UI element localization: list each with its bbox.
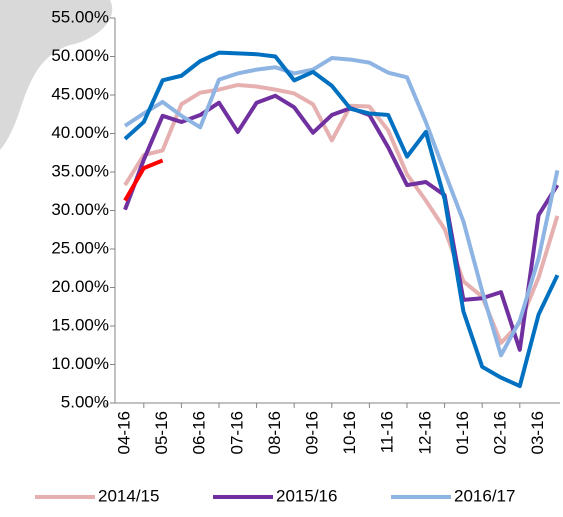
background-shape [0, 0, 113, 150]
x-tick-label: 08-16 [265, 411, 284, 454]
x-tick-label: 12-16 [415, 411, 434, 454]
legend-label: 2016/17 [454, 486, 515, 505]
series-line [123, 93, 560, 352]
x-tick-label: 03-16 [528, 411, 547, 454]
legend-label: 2014/15 [98, 486, 159, 505]
x-tick-label: 07-16 [227, 411, 246, 454]
y-tick-label: 30.00% [51, 200, 109, 219]
x-tick-label: 06-16 [190, 411, 209, 454]
x-tick-label: 11-16 [378, 411, 397, 453]
x-tick-label: 04-16 [114, 411, 133, 454]
x-tick-label: 05-16 [152, 411, 171, 454]
y-tick-label: 40.00% [51, 123, 109, 142]
series-line [123, 56, 560, 358]
series-line [123, 50, 560, 389]
y-tick-label: 50.00% [51, 46, 109, 65]
y-tick-label: 45.00% [51, 84, 109, 103]
y-tick-label: 20.00% [51, 277, 109, 296]
x-tick-label: 01-16 [453, 411, 472, 454]
y-tick-label: 5.00% [61, 392, 109, 411]
series-line [123, 158, 164, 202]
x-tick-label: 02-16 [490, 411, 509, 454]
y-tick-label: 35.00% [51, 161, 109, 180]
y-tick-label: 15.00% [51, 315, 109, 334]
x-tick-label: 10-16 [340, 411, 359, 454]
y-tick-label: 10.00% [51, 354, 109, 373]
y-tick-label: 55.00% [51, 7, 109, 26]
y-tick-label: 25.00% [51, 238, 109, 257]
x-tick-label: 09-16 [302, 411, 321, 454]
series-line [123, 82, 560, 345]
legend-label: 2015/16 [276, 486, 337, 505]
